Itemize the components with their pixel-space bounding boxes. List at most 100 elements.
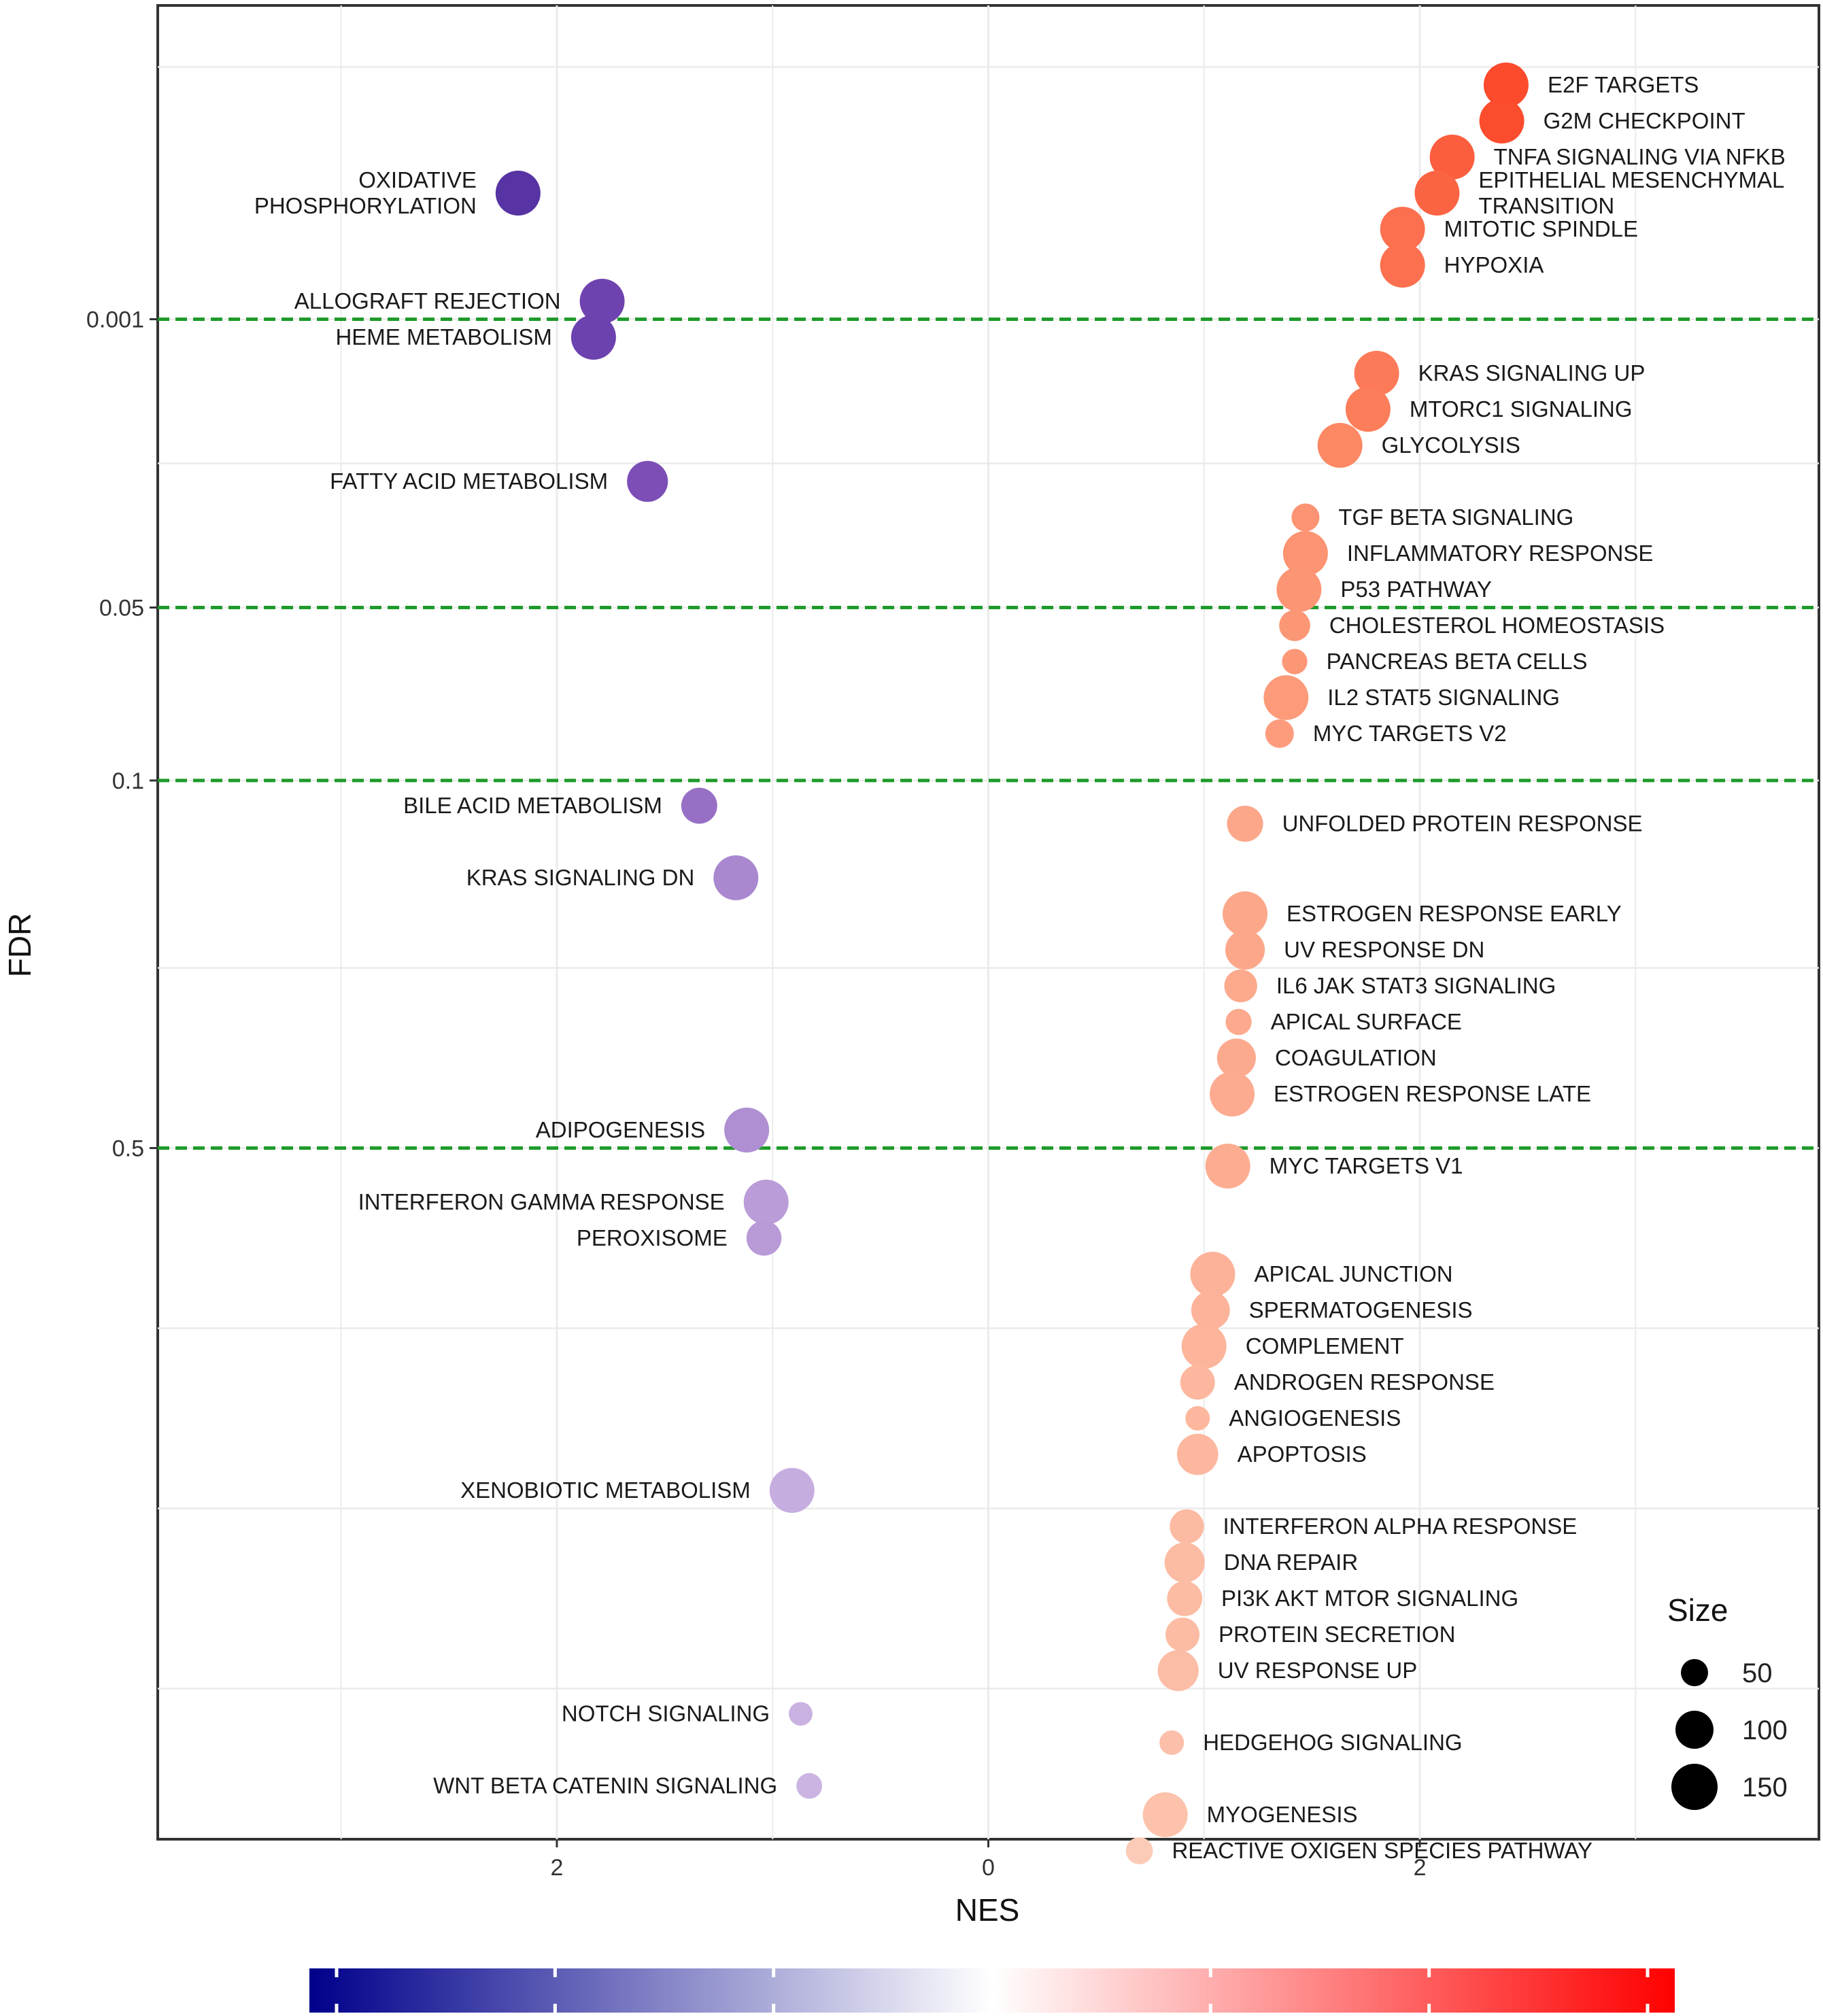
data-point xyxy=(1185,1405,1210,1431)
data-point xyxy=(1282,649,1308,674)
point-label: UNFOLDED PROTEIN RESPONSE xyxy=(1282,811,1643,836)
data-point xyxy=(1265,719,1294,749)
x-axis-ticks: 2 0 2 xyxy=(550,1839,1427,1881)
point-label: PANCREAS BETA CELLS xyxy=(1327,649,1588,674)
data-point xyxy=(1164,1542,1205,1583)
point-label: FATTY ACID METABOLISM xyxy=(330,468,608,494)
point-label: SPERMATOGENESIS xyxy=(1249,1297,1473,1322)
point-label: PHOSPHORYLATION xyxy=(254,193,477,218)
data-point xyxy=(743,1180,789,1225)
data-point xyxy=(1190,1252,1236,1297)
data-point xyxy=(1224,969,1257,1003)
point-label: ANGIOGENESIS xyxy=(1229,1405,1401,1431)
data-point xyxy=(1157,1650,1199,1692)
point-label: EPITHELIAL MESENCHYMAL xyxy=(1478,167,1784,192)
point-label: KRAS SIGNALING UP xyxy=(1418,360,1646,386)
data-point xyxy=(570,315,616,360)
data-point xyxy=(796,1773,823,1799)
point-label: UV RESPONSE UP xyxy=(1218,1658,1417,1683)
x-tick-label: 2 xyxy=(550,1855,563,1881)
data-point xyxy=(1354,351,1399,396)
point-label: IL6 JAK STAT3 SIGNALING xyxy=(1276,973,1556,998)
legend-title: Size xyxy=(1667,1592,1728,1628)
x-tick-label: 0 xyxy=(982,1855,995,1881)
data-point xyxy=(1429,135,1475,180)
point-label: P53 PATHWAY xyxy=(1340,577,1491,602)
point-labels: E2F TARGETS G2M CHECKPOINT TNFA SIGNALING … xyxy=(254,72,1786,1863)
point-label: ALLOGRAFT REJECTION xyxy=(294,288,561,313)
point-label: ANDROGEN RESPONSE xyxy=(1234,1369,1495,1395)
point-label: IL2 STAT5 SIGNALING xyxy=(1327,685,1560,710)
point-label: REACTIVE OXIGEN SPECIES PATHWAY xyxy=(1172,1838,1592,1863)
point-label: TNFA SIGNALING VIA NFKB xyxy=(1494,144,1786,169)
data-point xyxy=(1210,1072,1255,1116)
gridlines xyxy=(158,5,1819,1839)
point-label: MYC TARGETS V1 xyxy=(1270,1153,1463,1178)
point-label: HEME METABOLISM xyxy=(335,324,551,349)
data-point xyxy=(1216,1038,1256,1078)
data-point xyxy=(1125,1837,1153,1864)
x-axis-title: NES xyxy=(955,1892,1020,1928)
point-label: G2M CHECKPOINT xyxy=(1544,108,1745,133)
legend-size-label: 50 xyxy=(1742,1658,1773,1688)
point-label: ESTROGEN RESPONSE EARLY xyxy=(1287,901,1622,926)
legend-size-label: 100 xyxy=(1742,1715,1788,1745)
y-tick-label: 0.5 xyxy=(112,1136,144,1162)
point-label: MTORC1 SIGNALING xyxy=(1410,396,1633,422)
y-tick-label: 0.001 xyxy=(86,307,144,333)
data-point xyxy=(724,1108,770,1152)
nes-colorbar xyxy=(309,1968,1675,2013)
data-point xyxy=(1142,1792,1188,1837)
data-point xyxy=(1191,1291,1230,1330)
point-label: OXIDATIVE xyxy=(358,167,477,192)
point-label: GLYCOLYSIS xyxy=(1382,432,1520,458)
point-label: ESTROGEN RESPONSE LATE xyxy=(1274,1081,1591,1106)
point-label: INTERFERON ALPHA RESPONSE xyxy=(1223,1514,1577,1539)
point-label: INFLAMMATORY RESPONSE xyxy=(1347,541,1654,566)
point-label: MYC TARGETS V2 xyxy=(1313,721,1507,746)
point-label: BILE ACID METABOLISM xyxy=(403,793,662,818)
point-label: XENOBIOTIC METABOLISM xyxy=(460,1477,751,1503)
data-point xyxy=(1345,387,1391,432)
data-point xyxy=(1282,531,1328,576)
point-label: INTERFERON GAMMA RESPONSE xyxy=(358,1189,725,1214)
point-label: E2F TARGETS xyxy=(1548,72,1699,97)
point-label: APICAL JUNCTION xyxy=(1254,1261,1452,1286)
data-point xyxy=(681,787,717,824)
data-point xyxy=(1180,1365,1215,1400)
data-point xyxy=(1227,805,1263,842)
point-label: DNA REPAIR xyxy=(1224,1550,1358,1575)
data-point xyxy=(769,1468,815,1513)
point-label: CHOLESTEROL HOMEOSTASIS xyxy=(1329,613,1665,638)
point-label: TRANSITION xyxy=(1478,193,1614,218)
data-point xyxy=(495,171,541,216)
point-label: APOPTOSIS xyxy=(1238,1441,1367,1467)
data-point xyxy=(1159,1730,1185,1756)
point-label: HEDGEHOG SIGNALING xyxy=(1203,1730,1462,1755)
data-point xyxy=(627,460,668,502)
data-point xyxy=(1414,171,1460,216)
data-point xyxy=(1279,610,1310,641)
data-point xyxy=(1317,423,1363,468)
y-tick-label: 0.1 xyxy=(112,768,144,794)
y-axis-ticks: 0.001 0.05 0.1 0.5 xyxy=(86,307,158,1162)
fdr-reference-lines xyxy=(158,318,1819,1150)
point-label: UV RESPONSE DN xyxy=(1284,937,1484,962)
data-point xyxy=(1380,243,1425,288)
data-point xyxy=(1205,1144,1250,1189)
size-legend: Size 50 100 150 xyxy=(1667,1592,1788,1810)
data-point xyxy=(1483,63,1529,107)
legend-size-symbol xyxy=(1671,1764,1718,1810)
data-point xyxy=(1225,929,1265,970)
data-point xyxy=(1170,1509,1204,1544)
point-label: APICAL SURFACE xyxy=(1271,1009,1462,1034)
data-point xyxy=(1167,1581,1203,1616)
data-point xyxy=(1291,503,1320,532)
point-label: PROTEIN SECRETION xyxy=(1219,1622,1455,1647)
y-tick-label: 0.05 xyxy=(99,596,144,621)
data-point xyxy=(1181,1324,1227,1369)
data-point xyxy=(1263,675,1309,720)
data-point xyxy=(746,1220,782,1256)
point-label: HYPOXIA xyxy=(1444,252,1544,277)
legend-size-symbol xyxy=(1675,1711,1714,1749)
